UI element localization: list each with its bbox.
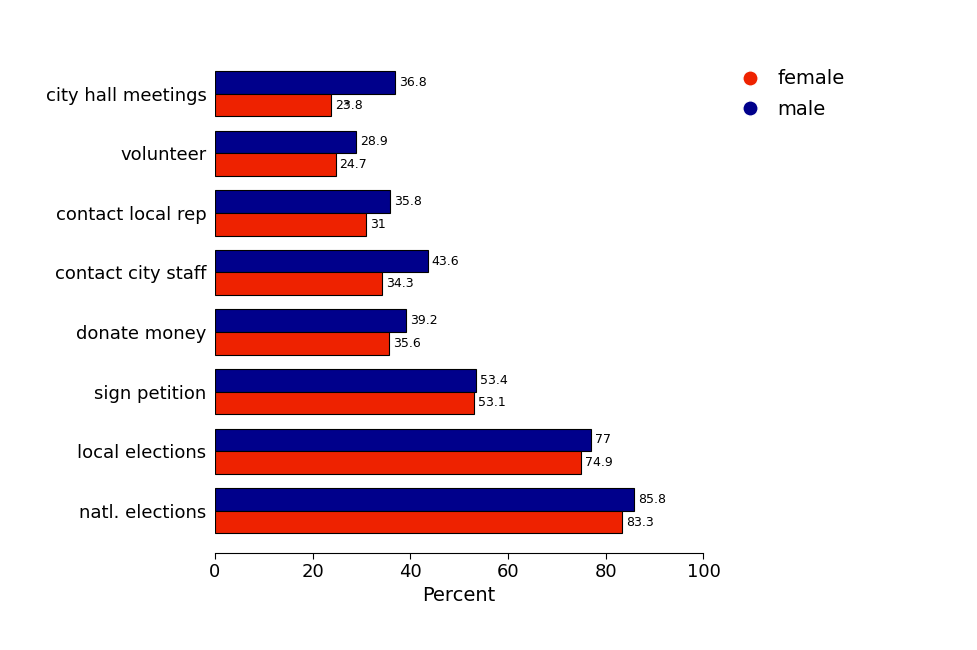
Bar xyxy=(215,94,331,116)
Text: *: * xyxy=(344,99,350,112)
Text: 39.2: 39.2 xyxy=(410,314,438,327)
Bar xyxy=(215,451,580,474)
Bar xyxy=(215,428,591,451)
Text: 74.9: 74.9 xyxy=(584,456,613,469)
Text: 31: 31 xyxy=(370,218,386,231)
Bar xyxy=(215,369,476,391)
Text: 43.6: 43.6 xyxy=(432,255,459,268)
Text: 24.7: 24.7 xyxy=(340,158,367,171)
Text: 35.6: 35.6 xyxy=(393,337,420,350)
Text: 85.8: 85.8 xyxy=(638,493,666,506)
Text: 28.9: 28.9 xyxy=(360,135,388,148)
Text: 53.1: 53.1 xyxy=(479,396,506,410)
Bar xyxy=(215,71,395,94)
Bar xyxy=(215,272,383,295)
Text: 23.8: 23.8 xyxy=(335,99,362,112)
Text: 36.8: 36.8 xyxy=(399,76,426,89)
Text: 53.4: 53.4 xyxy=(480,374,507,387)
Bar xyxy=(215,332,389,355)
Bar xyxy=(215,511,622,534)
Bar xyxy=(215,250,428,272)
Bar xyxy=(215,213,366,235)
Text: 83.3: 83.3 xyxy=(625,515,654,528)
Bar xyxy=(215,190,390,213)
Bar xyxy=(215,153,336,176)
Text: 35.8: 35.8 xyxy=(394,195,422,208)
Bar xyxy=(215,391,475,414)
Bar xyxy=(215,131,356,153)
Legend: female, male: female, male xyxy=(723,62,852,127)
X-axis label: Percent: Percent xyxy=(423,586,495,605)
Bar xyxy=(215,309,406,332)
Text: 34.3: 34.3 xyxy=(386,278,414,291)
Text: 77: 77 xyxy=(595,434,611,447)
Bar xyxy=(215,488,634,511)
